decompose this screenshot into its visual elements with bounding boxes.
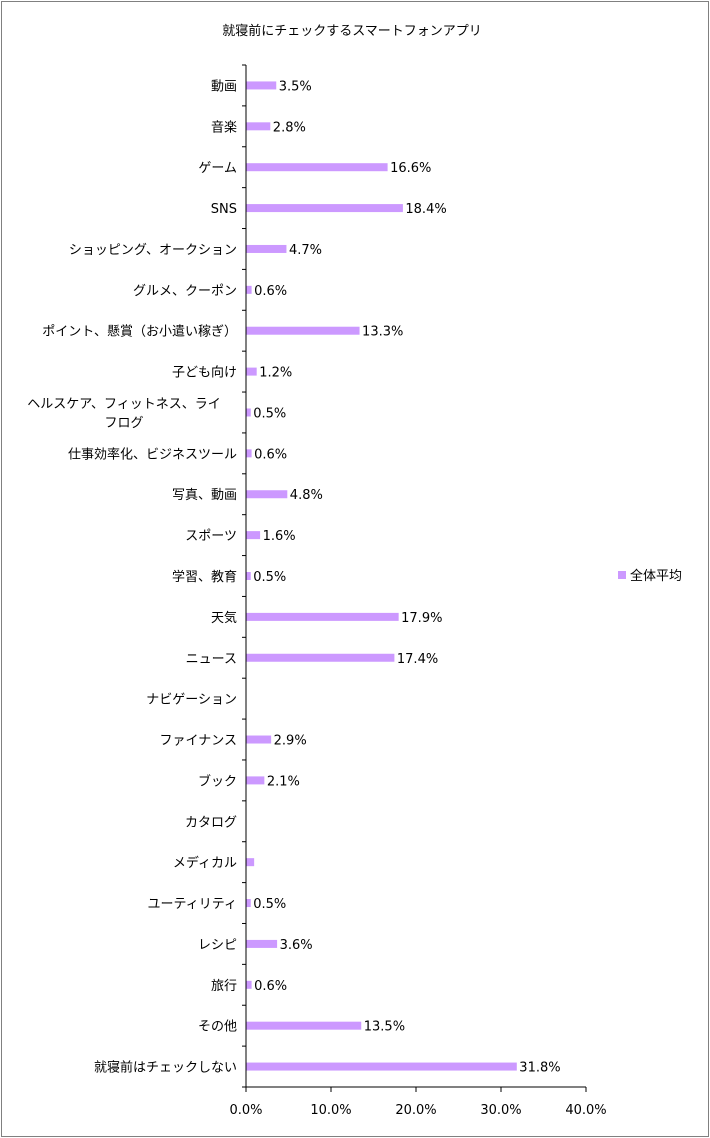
x-tick-label: 0.0%: [229, 1103, 262, 1118]
category-label: ショッピング、オークション: [69, 243, 237, 258]
data-label: 3.6%: [280, 938, 313, 953]
data-label: 1.6%: [263, 529, 296, 544]
category-label: 学習、教育: [172, 569, 237, 585]
category-label: ニュース: [186, 652, 237, 667]
data-label: 0.6%: [254, 447, 287, 462]
x-tick-label: 30.0%: [480, 1103, 521, 1118]
category-label: グルメ、クーポン: [133, 284, 237, 299]
category-label: 子ども向け: [172, 365, 237, 381]
data-label: 0.6%: [254, 979, 287, 994]
bar: [246, 204, 403, 213]
data-label: 4.8%: [290, 488, 323, 503]
x-tick-label: 10.0%: [310, 1103, 351, 1118]
category-label: ユーティリティ: [148, 897, 237, 912]
bar: [246, 81, 277, 90]
data-label: 3.5%: [279, 79, 312, 94]
bar: [246, 408, 251, 417]
data-label: 2.1%: [267, 774, 300, 789]
category-label: 天気: [211, 610, 237, 626]
category-label: 仕事効率化、ビジネスツール: [68, 446, 237, 462]
data-label: 18.4%: [405, 202, 446, 217]
data-label: 0.6%: [254, 284, 287, 299]
bar: [246, 858, 255, 867]
data-label: 17.9%: [401, 611, 442, 626]
data-label: 17.4%: [397, 652, 438, 667]
legend-label: 全体平均: [630, 568, 682, 584]
data-label: 31.8%: [519, 1061, 560, 1076]
data-label: 0.5%: [253, 570, 286, 585]
category-label: 音楽: [211, 119, 237, 135]
category-label: 就寝前はチェックしない: [94, 1060, 237, 1076]
bar: [246, 1021, 362, 1030]
bar: [246, 285, 252, 294]
data-labels: 3.5% 2.8% 16.6% 18.4% 4.7% 0.6% 13.3% 1.2% 0.5% 0…: [253, 79, 560, 1075]
bar: [246, 939, 278, 948]
bar: [246, 449, 252, 458]
bar: [246, 899, 251, 908]
category-label-line: ヘルスケア、フィットネス、ライ: [27, 397, 220, 412]
bar: [246, 163, 388, 172]
category-label: カタログ: [185, 815, 237, 830]
bar: [246, 572, 251, 580]
data-label: 0.5%: [253, 897, 286, 912]
x-tick-labels: 0.0% 10.0% 20.0% 30.0% 40.0%: [229, 1103, 606, 1118]
category-label: ゲーム: [198, 161, 237, 176]
bar: [246, 367, 257, 376]
category-label: ファイナンス: [160, 734, 237, 749]
data-label: 16.6%: [390, 161, 431, 176]
data-label: 4.7%: [289, 243, 322, 258]
bar: [246, 122, 271, 131]
bar: [246, 776, 265, 785]
legend: 全体平均: [618, 568, 682, 584]
x-tick-label: 40.0%: [565, 1103, 606, 1118]
x-tick-label: 20.0%: [395, 1103, 436, 1118]
data-label: 1.2%: [259, 366, 292, 381]
chart-title: 就寝前にチェックするスマートフォンアプリ: [222, 23, 482, 39]
category-label: ポイント、懸賞（お小遣い稼ぎ）: [42, 325, 237, 340]
category-label: ヘルスケア、フィットネス、ライフログ: [27, 397, 220, 431]
bar: [246, 244, 287, 253]
bar: [246, 531, 261, 540]
category-label: 動画: [211, 79, 237, 94]
data-label: 2.8%: [273, 120, 306, 135]
value-ticks: [245, 1087, 587, 1092]
legend-swatch: [618, 571, 626, 579]
data-label: 13.3%: [362, 325, 403, 340]
category-label-line: フログ: [104, 416, 143, 431]
data-label: 2.9%: [274, 734, 307, 749]
category-label: ブック: [198, 773, 237, 789]
data-label: 13.5%: [364, 1020, 405, 1035]
category-label: 旅行: [211, 979, 237, 994]
bar: [246, 735, 272, 744]
category-label: メディカル: [173, 855, 237, 871]
category-label: その他: [198, 1020, 237, 1035]
bar: [246, 326, 360, 335]
category-label: 写真、動画: [172, 488, 237, 503]
category-label: レシピ: [198, 938, 237, 953]
bar: [246, 980, 252, 989]
data-label: 0.5%: [253, 406, 286, 421]
category-ticks: [242, 64, 246, 1088]
bars: [246, 81, 517, 1071]
bar: [246, 1062, 517, 1071]
category-label: スポーツ: [185, 529, 237, 544]
bar: [246, 612, 399, 621]
bar: [246, 653, 395, 662]
category-label: SNS: [211, 202, 237, 217]
bar: [246, 490, 288, 499]
category-label: ナビゲーション: [146, 693, 237, 708]
